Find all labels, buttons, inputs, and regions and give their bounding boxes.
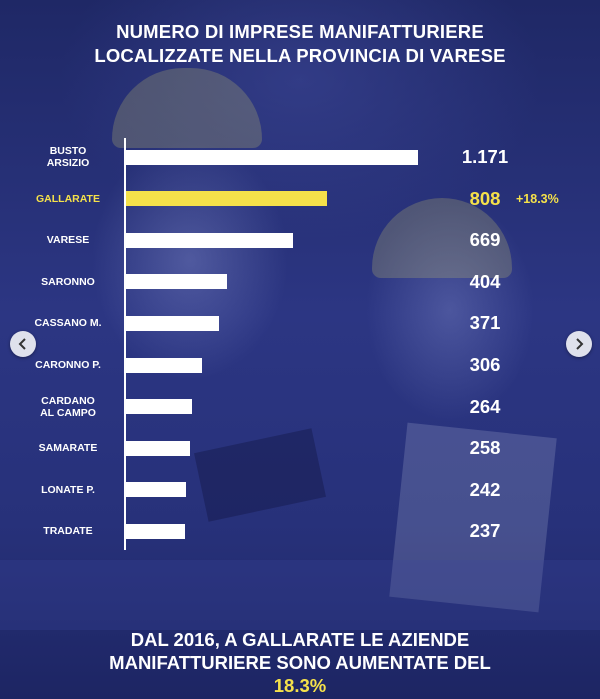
category-label: SAMARATE <box>38 442 98 455</box>
bar <box>126 191 328 207</box>
chart-title-line1: NUMERO DI IMPRESE MANIFATTURIERE <box>116 21 484 42</box>
carousel-next-button[interactable] <box>566 331 592 357</box>
bar <box>126 440 191 456</box>
footer-line2-text: MANIFATTURIERE SONO AUMENTATE DEL <box>109 652 491 673</box>
data-label: 306 <box>469 354 501 375</box>
category-label: LONATE P. <box>41 483 95 496</box>
bar <box>126 482 187 498</box>
bar <box>126 149 418 165</box>
data-label: 242 <box>469 478 501 500</box>
footer-highlight-value: 18.3% <box>273 675 327 696</box>
data-label: 1.171 <box>461 146 509 167</box>
footer-line2: MANIFATTURIERE SONO AUMENTATE DEL 18.3% <box>0 651 600 697</box>
data-label: 404 <box>469 270 501 292</box>
footer-line1: DAL 2016, A GALLARATE LE AZIENDE <box>130 629 470 650</box>
chart-title: NUMERO DI IMPRESE MANIFATTURIERE LOCALIZ… <box>0 20 600 68</box>
chevron-left-icon <box>18 338 26 350</box>
carousel-prev-button[interactable] <box>10 331 36 357</box>
chart-title-line2: LOCALIZZATE NELLA PROVINCIA DI VARESE <box>94 45 506 66</box>
bar <box>126 274 227 290</box>
category-label: VARESE <box>46 234 90 247</box>
chart-axis-line <box>124 138 126 550</box>
data-label: 264 <box>469 395 501 417</box>
data-label: 258 <box>469 437 501 459</box>
bar <box>126 357 203 373</box>
growth-annotation: +18.3% <box>516 191 559 206</box>
data-label: 669 <box>469 229 501 251</box>
category-label: BUSTO ARSIZIO <box>46 145 90 169</box>
category-label: GALLARATE <box>36 192 100 205</box>
data-label: 371 <box>469 312 501 334</box>
category-label: CARDANO AL CAMPO <box>40 394 96 419</box>
background-floor-shape <box>0 560 600 630</box>
data-label: 808 <box>469 187 501 209</box>
category-label: SARONNO <box>41 275 95 288</box>
category-label: CARONNO P. <box>35 359 101 371</box>
bar <box>126 523 186 539</box>
data-label: 237 <box>469 520 501 542</box>
chevron-right-icon <box>576 338 584 350</box>
category-label: CASSANO M. <box>34 317 102 330</box>
bar <box>126 315 219 331</box>
footer-caption: DAL 2016, A GALLARATE LE AZIENDE MANIFAT… <box>0 628 600 697</box>
category-label: TRADATE <box>43 525 93 538</box>
bar <box>126 399 192 415</box>
bar <box>126 232 293 248</box>
